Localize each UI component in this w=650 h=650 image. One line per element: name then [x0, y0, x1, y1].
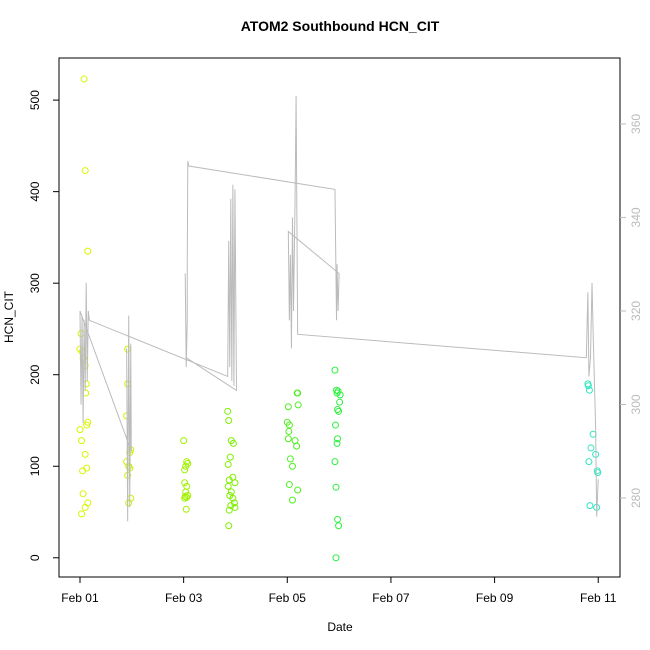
point: [585, 458, 593, 466]
point: [181, 479, 189, 487]
point: [586, 502, 594, 510]
point: [335, 522, 343, 530]
point: [585, 386, 593, 394]
point: [331, 366, 339, 374]
point: [227, 488, 235, 496]
point: [589, 430, 597, 438]
point: [294, 389, 302, 397]
point: [294, 401, 302, 409]
point: [331, 458, 339, 466]
point: [224, 460, 232, 468]
point: [334, 515, 342, 523]
point: [284, 435, 292, 443]
point: [334, 435, 342, 443]
point: [229, 494, 237, 502]
y-tick-label: 500: [28, 90, 42, 110]
point: [594, 469, 602, 477]
y2-tick-label: 340: [629, 207, 643, 227]
point: [288, 462, 296, 470]
point: [227, 502, 235, 510]
x-tick-label: Feb 09: [476, 591, 514, 605]
point: [180, 437, 188, 445]
x-tick-label: Feb 01: [61, 591, 99, 605]
y2-tick-label: 300: [629, 394, 643, 414]
x-tick-label: Feb 11: [580, 591, 617, 605]
point: [84, 247, 92, 255]
point: [332, 554, 340, 562]
point: [225, 522, 233, 530]
point: [286, 455, 294, 463]
y-tick-label: 0: [28, 554, 42, 561]
point: [229, 439, 237, 447]
x-tick-label: Feb 07: [372, 591, 410, 605]
point: [181, 466, 189, 474]
point: [226, 453, 234, 461]
point: [225, 476, 233, 484]
point: [294, 486, 302, 494]
point: [81, 167, 89, 175]
chart-title: ATOM2 Southbound HCN_CIT: [241, 18, 440, 34]
point: [124, 345, 132, 353]
point: [285, 481, 293, 489]
point: [584, 382, 592, 390]
point: [81, 503, 89, 511]
point: [77, 330, 85, 338]
point: [78, 510, 86, 518]
x-axis-label: Date: [327, 620, 353, 634]
y2-tick-label: 320: [629, 301, 643, 321]
point: [336, 391, 344, 399]
point: [82, 380, 90, 388]
point: [335, 407, 343, 415]
plot-frame: [58, 57, 621, 578]
point: [231, 479, 239, 487]
point: [225, 416, 233, 424]
point: [225, 506, 233, 514]
point: [83, 421, 91, 429]
point: [79, 467, 87, 475]
y-tick-label: 100: [28, 456, 42, 476]
point: [81, 450, 89, 458]
point: [78, 437, 86, 445]
x-tick-label: Feb 05: [269, 591, 307, 605]
point: [224, 407, 232, 415]
point: [125, 499, 133, 507]
point: [80, 75, 88, 83]
point: [293, 442, 301, 450]
line: [79, 95, 599, 522]
point: [331, 421, 339, 429]
y2-tick-label: 280: [629, 488, 643, 508]
point: [284, 403, 292, 411]
y2-tick-label: 360: [629, 114, 643, 134]
point: [182, 462, 190, 470]
point: [224, 482, 232, 490]
point: [332, 483, 340, 491]
point: [587, 444, 595, 452]
point: [288, 496, 296, 504]
point: [124, 380, 132, 388]
point: [76, 426, 84, 434]
point: [333, 386, 341, 394]
y-tick-label: 200: [28, 364, 42, 384]
point: [182, 505, 190, 513]
point: [79, 490, 87, 498]
point: [285, 427, 293, 435]
point: [336, 398, 344, 406]
y-tick-label: 300: [28, 273, 42, 293]
x-tick-label: Feb 03: [165, 591, 203, 605]
point: [333, 439, 341, 447]
point: [231, 503, 239, 511]
y-tick-label: 400: [28, 181, 42, 201]
y-axis-label: HCN_CIT: [2, 290, 16, 343]
point: [181, 494, 189, 502]
